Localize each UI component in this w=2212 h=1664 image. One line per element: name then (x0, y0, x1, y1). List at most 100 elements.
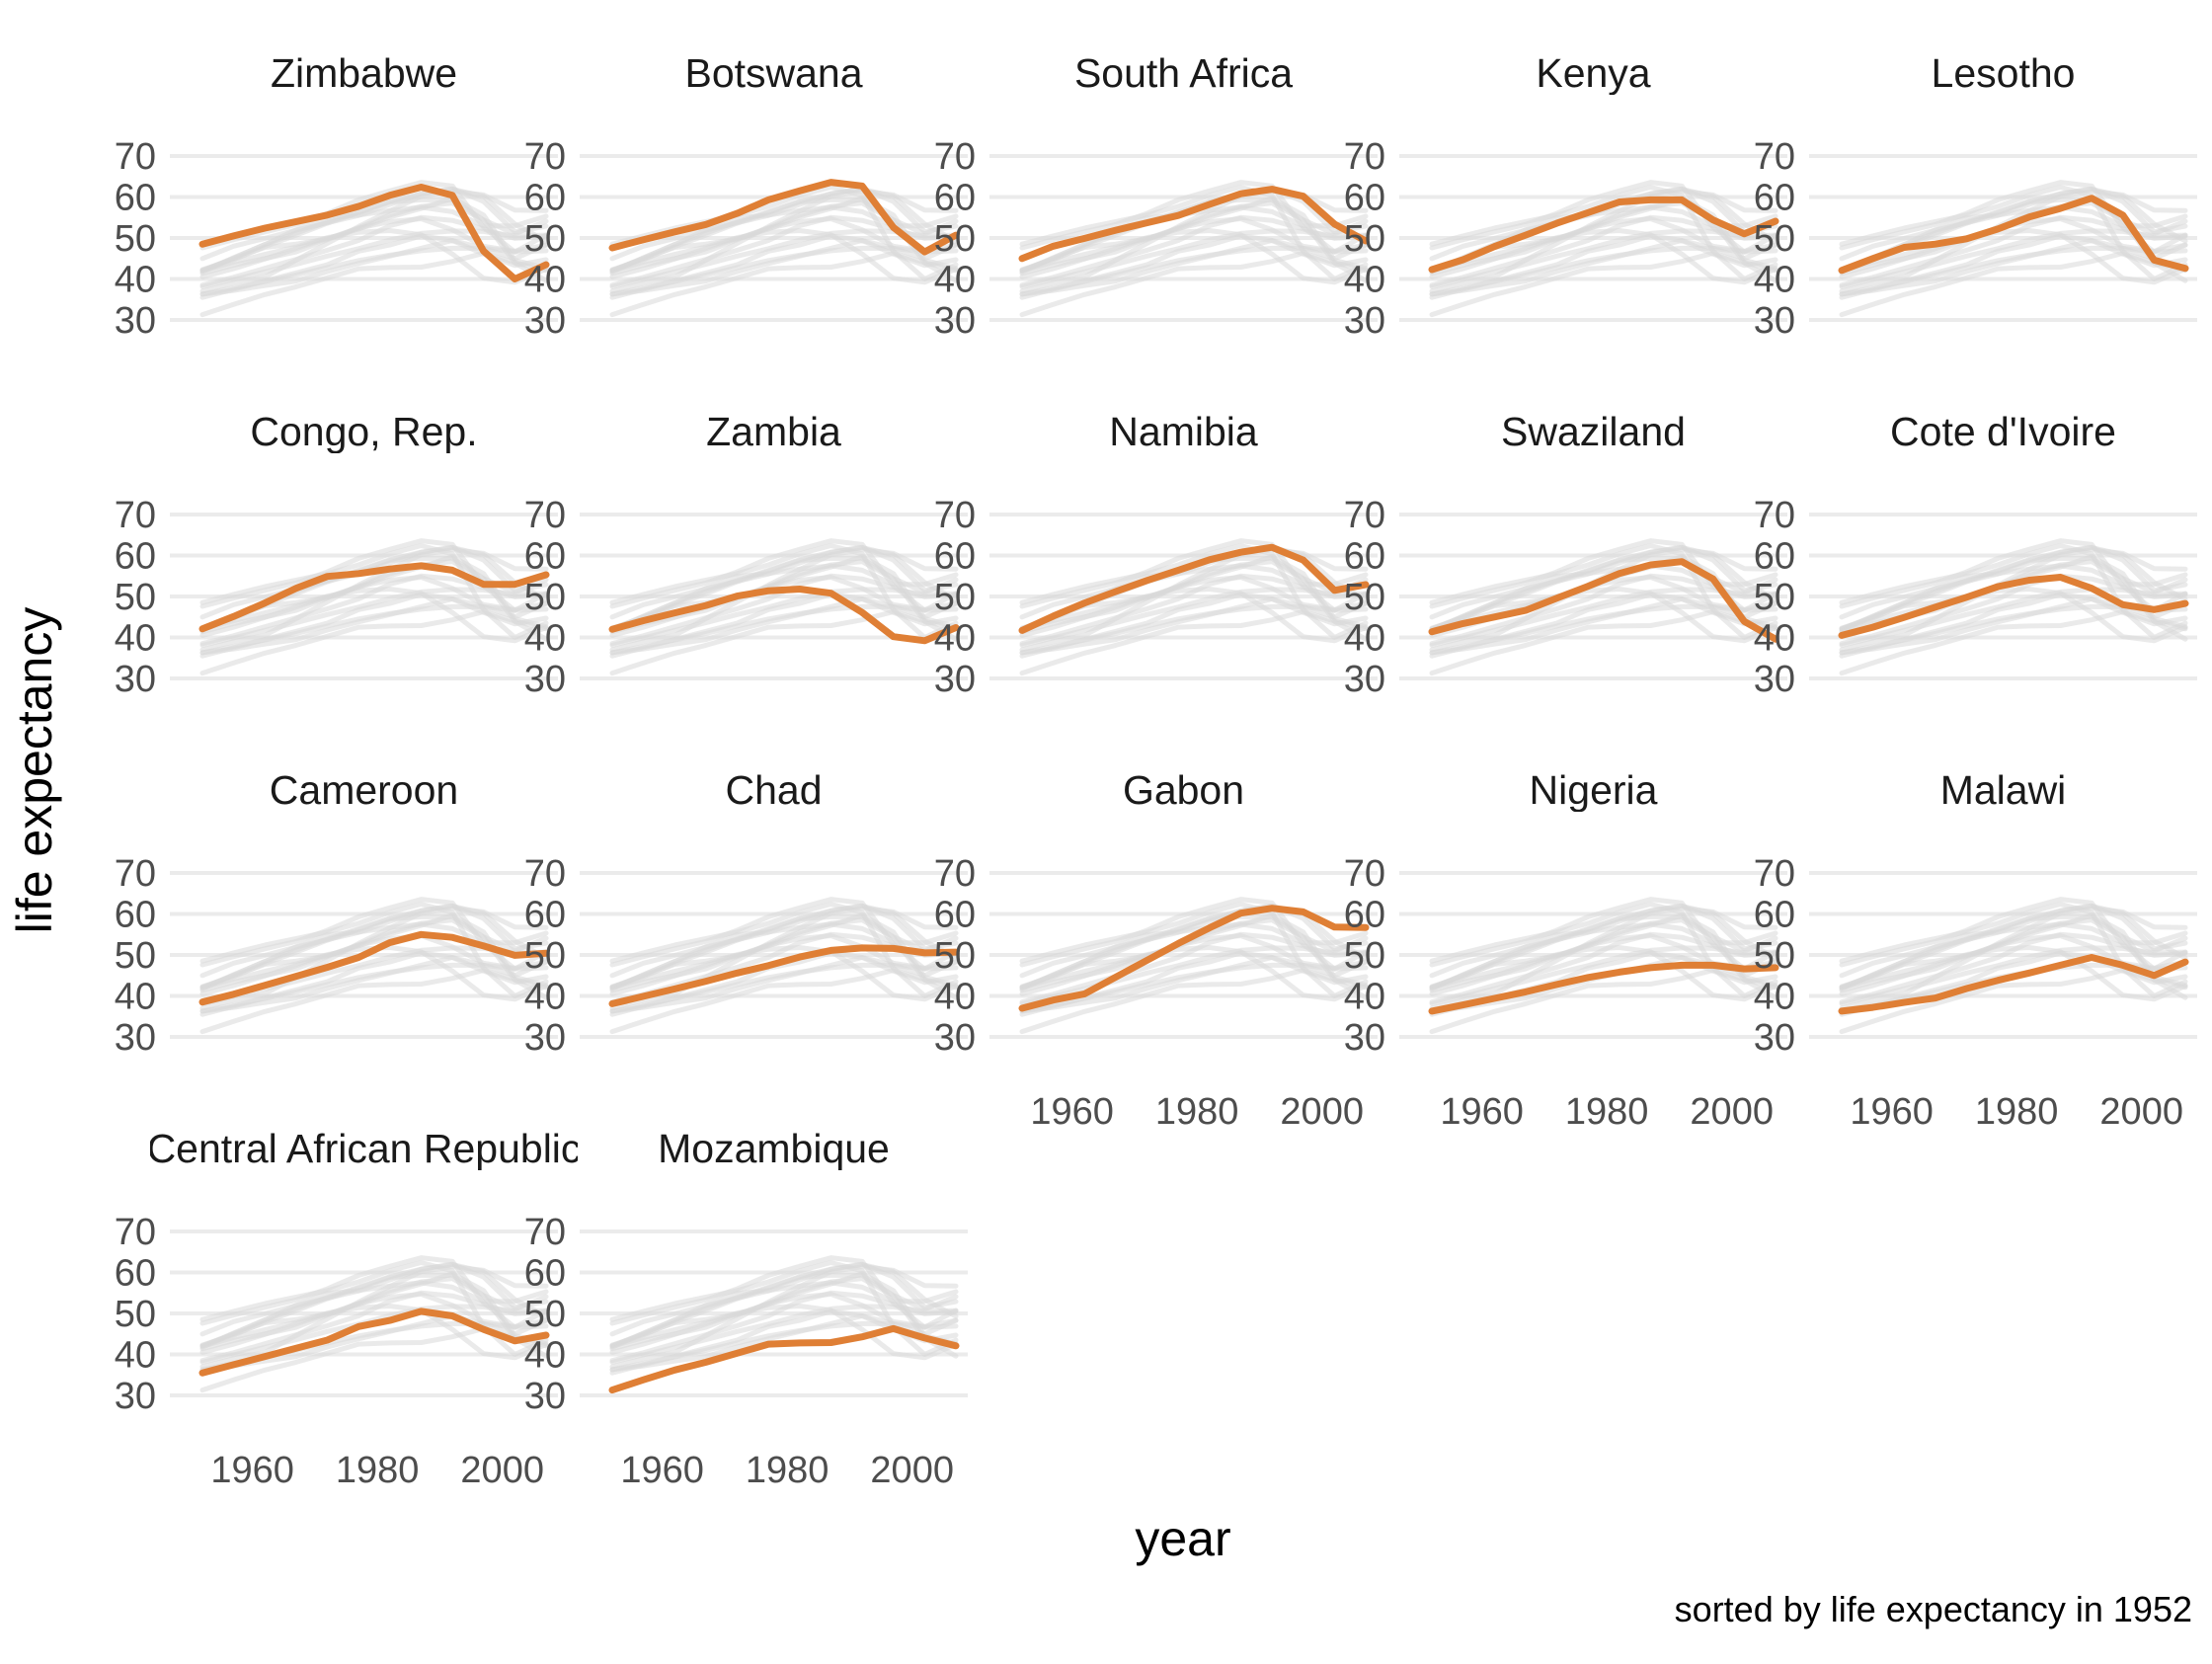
y-tick-label: 50 (934, 218, 976, 260)
background-series-line (609, 187, 959, 262)
background-series-line (199, 1261, 549, 1350)
background-series-line (199, 238, 549, 297)
x-tick-label: 2000 (1280, 1091, 1364, 1133)
y-tick-label: 30 (524, 300, 566, 342)
y-tick-label: 60 (524, 178, 566, 219)
y-tick-label: 60 (115, 895, 156, 936)
y-tick-label: 70 (934, 136, 976, 178)
background-series-line (199, 189, 549, 294)
background-series-line (609, 1313, 959, 1373)
background-series-line (1429, 967, 1778, 1035)
background-series-line (609, 1262, 959, 1337)
y-tick-label: 50 (115, 577, 156, 618)
y-tick-label: 30 (1344, 300, 1385, 342)
y-tick-label: 60 (524, 895, 566, 936)
facet-title: Zambia (706, 409, 841, 454)
background-series-line (609, 189, 959, 294)
y-axis-title: life expectancy (7, 607, 62, 934)
background-series-line (199, 608, 549, 676)
y-tick-label: 60 (1344, 536, 1385, 578)
x-tick-label: 1960 (620, 1450, 704, 1491)
x-tick-label: 2000 (2099, 1091, 2183, 1133)
y-tick-label: 50 (524, 577, 566, 618)
y-tick-label: 60 (115, 1253, 156, 1295)
background-series-line (1019, 596, 1369, 656)
y-tick-label: 50 (524, 218, 566, 260)
y-tick-label: 30 (1344, 659, 1385, 700)
facet-title: Cote d'Ivoire (1890, 409, 2116, 454)
background-series-line (199, 903, 549, 991)
y-tick-label: 40 (934, 618, 976, 660)
facet-title: Chad (725, 767, 822, 813)
background-series-line (199, 1262, 549, 1337)
highlight-series-line (1018, 905, 1370, 1012)
background-series-line (1839, 547, 2188, 653)
y-tick-label: 40 (934, 977, 976, 1018)
y-tick-label: 60 (524, 536, 566, 578)
facet-title: Swaziland (1501, 409, 1686, 454)
background-series-line (1839, 189, 2188, 294)
y-tick-label: 40 (115, 977, 156, 1018)
y-tick-label: 30 (934, 1017, 976, 1059)
x-tick-label: 1960 (210, 1450, 294, 1491)
y-tick-label: 70 (115, 136, 156, 178)
background-series-line (609, 1264, 959, 1370)
x-tick-label: 1980 (336, 1450, 420, 1491)
facet-title: Kenya (1536, 50, 1650, 96)
y-tick-label: 70 (1344, 853, 1385, 895)
y-tick-label: 40 (524, 1335, 566, 1377)
y-tick-label: 40 (1754, 618, 1795, 660)
background-series-line (609, 238, 959, 297)
y-tick-label: 60 (115, 178, 156, 219)
background-series-line (1019, 608, 1369, 676)
y-tick-label: 50 (1754, 218, 1795, 260)
highlight-series-line (1018, 543, 1370, 634)
background-series-line (1019, 250, 1369, 318)
chart-caption: sorted by life expectancy in 1952 (1675, 1589, 2192, 1629)
y-tick-label: 70 (1754, 853, 1795, 895)
facet-title: Congo, Rep. (250, 409, 477, 454)
y-tick-label: 70 (524, 1212, 566, 1253)
background-series-line (1019, 238, 1369, 297)
y-tick-label: 70 (115, 853, 156, 895)
background-series-line (1429, 544, 1778, 633)
facet-title: Gabon (1123, 767, 1244, 813)
y-tick-label: 50 (934, 577, 976, 618)
background-series-line (1839, 906, 2188, 1011)
background-series-line (1019, 228, 1369, 289)
y-tick-label: 30 (524, 659, 566, 700)
background-series-line (199, 547, 549, 653)
background-series-line (1429, 945, 1778, 1006)
background-series-line (609, 904, 959, 979)
background-series-line (609, 596, 959, 656)
y-tick-label: 60 (934, 895, 976, 936)
y-tick-label: 30 (115, 1376, 156, 1417)
x-axis-title: year (1135, 1511, 1230, 1566)
y-tick-label: 30 (1754, 659, 1795, 700)
background-series-line (1429, 238, 1778, 297)
background-series-line (1839, 238, 2188, 297)
y-tick-label: 50 (115, 218, 156, 260)
y-tick-label: 40 (934, 260, 976, 301)
y-tick-label: 30 (1344, 1017, 1385, 1059)
facet-title: Zimbabwe (271, 50, 457, 96)
highlight-series-line (198, 184, 550, 282)
y-tick-label: 30 (524, 1376, 566, 1417)
y-tick-label: 30 (115, 300, 156, 342)
facet-title: Lesotho (1932, 50, 2076, 96)
y-tick-label: 50 (115, 1294, 156, 1335)
highlight-series-line (1838, 195, 2189, 275)
y-tick-label: 70 (524, 136, 566, 178)
y-tick-label: 70 (115, 1212, 156, 1253)
background-series-line (1429, 189, 1778, 294)
